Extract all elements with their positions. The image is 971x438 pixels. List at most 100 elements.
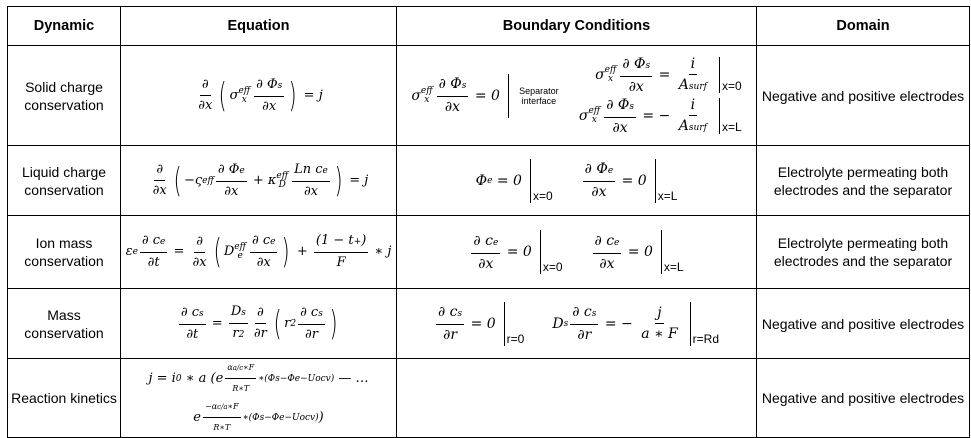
math-text: σ: [229, 87, 239, 103]
denominator: ∂x: [589, 182, 608, 201]
denominator: ∂x: [302, 182, 320, 201]
math-text: −Φ: [279, 373, 295, 384]
math-text: ∂x: [192, 254, 207, 270]
evaluation-bar: x=L: [718, 98, 742, 134]
left-paren: (: [173, 160, 182, 201]
fraction: ∂ ∂x: [151, 161, 169, 200]
subscript: a/c: [232, 364, 244, 372]
subscript: e: [614, 237, 620, 248]
math-text: ∂ Φ: [606, 96, 630, 113]
math-text: ∂ Φ: [584, 161, 608, 177]
subscript: e: [270, 237, 276, 247]
left-paren: (: [273, 303, 282, 344]
evaluation-point: r=Rd: [692, 331, 720, 346]
math-text: D: [552, 315, 564, 332]
math-text: ∂x: [628, 78, 644, 95]
math-text: =: [207, 315, 227, 331]
math-text: ∂x: [599, 255, 615, 272]
math-text: = 0: [502, 244, 532, 260]
denominator: ∂x: [260, 97, 278, 116]
fraction: Ln c e ∂x: [292, 161, 330, 201]
math-text: σ: [578, 108, 589, 124]
domain-cell: Negative and positive electrodes: [756, 358, 970, 438]
math-text: = j: [345, 172, 369, 188]
math-text: ε: [125, 244, 133, 259]
fraction: (1 − t +) F: [313, 232, 369, 272]
math-text: +: [292, 244, 312, 259]
bar-line: [718, 57, 720, 93]
denominator: ∂x: [196, 96, 214, 115]
right-paren: ): [288, 75, 297, 116]
denominator: a ∗ F: [639, 324, 679, 343]
math-text: ∂ c: [473, 232, 493, 249]
subscript: s: [199, 308, 204, 319]
math-text: = −: [600, 315, 638, 332]
bar-line: [529, 158, 531, 203]
fraction: ∂ c s ∂t: [178, 304, 206, 344]
superscript: 2: [290, 318, 297, 329]
domain-cell: Electrolyte permeating both electrodes a…: [756, 215, 970, 289]
math-text: R∗T: [232, 384, 250, 393]
subscript: e: [239, 165, 245, 176]
math-text: ∂: [257, 305, 264, 320]
evaluation-note: Separator interface: [519, 85, 559, 106]
header-boundary-conditions: Boundary Conditions: [396, 6, 757, 46]
math-text: ∂ Φ: [622, 55, 646, 72]
math-text: ∂: [201, 77, 209, 92]
math-text: r: [284, 315, 291, 331]
left-paren: (: [213, 232, 222, 272]
superscript: eff: [604, 65, 617, 75]
math-text: ∗ j: [370, 244, 392, 259]
math-text: = j: [299, 87, 323, 103]
numerator: ∂: [154, 161, 166, 181]
math-text: = 0: [623, 244, 653, 260]
math-text: j = i: [148, 370, 176, 386]
parenthesized-group: (r 2 ∂ c s ∂r): [271, 304, 340, 344]
subscript: e: [279, 412, 285, 423]
sub-superscript: eff D: [276, 171, 288, 190]
subscript: surf: [688, 81, 707, 92]
math-text: = 0: [466, 315, 496, 332]
denominator: ∂x: [597, 254, 616, 273]
math-text: ∂ c: [180, 304, 200, 320]
subscript: e: [487, 175, 493, 186]
evaluation-bar: r=Rd: [689, 301, 720, 346]
numerator: ∂: [194, 233, 205, 253]
math-text: D: [230, 304, 242, 319]
denominator: ∂x: [151, 181, 169, 200]
math-text: σ: [411, 87, 421, 104]
subscript: e: [294, 373, 301, 384]
math-text: ∂ c: [594, 232, 615, 249]
bar-line: [539, 230, 541, 274]
math-text: =: [169, 244, 189, 259]
subscript: s: [241, 308, 246, 318]
fraction: −α c/a ∗F R∗T: [202, 398, 241, 437]
denominator: ∂x: [476, 254, 495, 273]
math-text: ∂ Φ: [217, 161, 240, 177]
math-text: + κ: [248, 172, 277, 188]
